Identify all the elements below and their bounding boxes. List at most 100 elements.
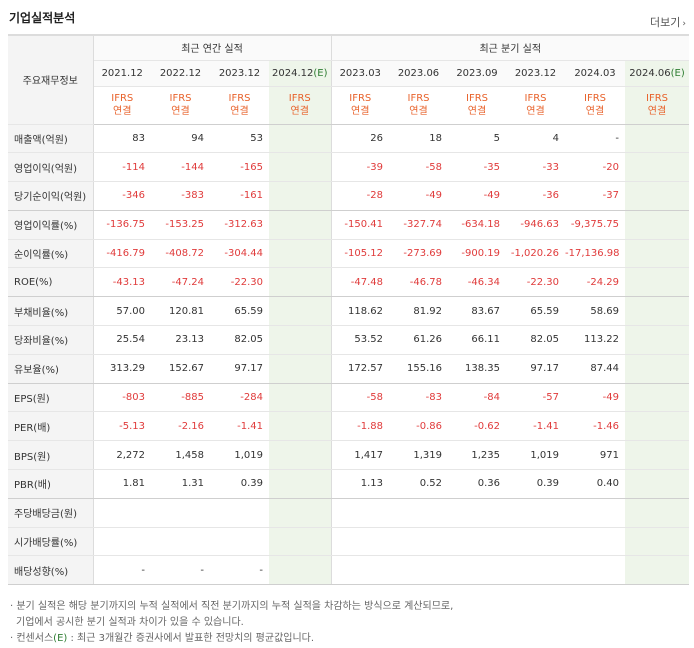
table-cell: [269, 181, 331, 211]
table-cell: -161: [210, 181, 269, 211]
table-cell: -17,136.98: [565, 239, 625, 269]
table-cell: [269, 354, 331, 384]
table-cell: [565, 555, 625, 586]
period-label: 2021.12: [101, 67, 143, 79]
table-cell: [625, 124, 689, 154]
table-cell: [448, 555, 506, 586]
consolidated-label: 연결: [230, 106, 249, 117]
table-cell: -35: [448, 152, 506, 183]
table-row: 유보율(%) 313.29 152.67 97.17 172.57 155.16 138.3…: [8, 354, 689, 384]
table-cell: -2.16: [151, 411, 210, 442]
more-link[interactable]: 더보기 ›: [650, 14, 686, 30]
row-label: PBR(배): [8, 469, 94, 499]
table-cell: [625, 383, 689, 413]
table-cell: [269, 469, 331, 499]
table-cell: -312.63: [210, 210, 269, 240]
table-cell: [625, 411, 689, 442]
table-cell: -: [151, 555, 210, 586]
consolidated-label: 연결: [351, 106, 370, 117]
table-row: 영업이익률(%) -136.75 -153.25 -312.63 -150.41 -327…: [8, 210, 689, 240]
table-row: 시가배당률(%): [8, 527, 689, 557]
table-cell: 87.44: [565, 354, 625, 384]
table-cell: [625, 239, 689, 269]
period-header: 2023.03: [330, 60, 389, 87]
table-cell: 82.05: [506, 325, 565, 355]
ifrs-basis: IFRS 연결: [506, 86, 565, 125]
table-cell: [269, 440, 331, 471]
table-cell: -946.63: [506, 210, 565, 240]
table-cell: -47.24: [151, 267, 210, 298]
table-cell: [389, 527, 448, 557]
table-row: 주당배당금(원): [8, 498, 689, 528]
table-cell: -: [565, 124, 625, 154]
row-label: 영업이익(억원): [8, 152, 94, 183]
table-cell: -150.41: [330, 210, 389, 240]
table-cell: 65.59: [210, 296, 269, 327]
period-header: 2024.06(E): [625, 60, 689, 87]
consolidated-label: 연결: [467, 106, 487, 117]
table-cell: 120.81: [151, 296, 210, 327]
table-cell: 0.39: [210, 469, 269, 499]
table-cell: 1.81: [93, 469, 151, 499]
table-cell: [625, 498, 689, 528]
table-cell: -136.75: [93, 210, 151, 240]
table-cell: -20: [565, 152, 625, 183]
table-cell: 82.05: [210, 325, 269, 355]
table-cell: [625, 469, 689, 499]
table-cell: 65.59: [506, 296, 565, 327]
row-label: 매출액(억원): [8, 124, 94, 154]
table-cell: -114: [93, 152, 151, 183]
table-row: EPS(원) -803 -885 -284 -58 -83 -84 -57 -49: [8, 383, 689, 413]
table-cell: [93, 498, 151, 528]
table-cell: [269, 152, 331, 183]
table-cell: 0.39: [506, 469, 565, 499]
table-cell: [625, 527, 689, 557]
table-cell: 4: [506, 124, 565, 154]
table-cell: 971: [565, 440, 625, 471]
table-cell: 97.17: [506, 354, 565, 384]
table-cell: -1,020.26: [506, 239, 565, 269]
table-cell: [389, 555, 448, 586]
footnotes: · 분기 실적은 해당 분기까지의 누적 실적에서 직전 분기까지의 누적 실적…: [10, 599, 453, 647]
table-cell: -84: [448, 383, 506, 413]
table-cell: -22.30: [210, 267, 269, 298]
period-label: 2023.12: [218, 67, 261, 79]
ifrs-basis: IFRS 연결: [269, 86, 331, 125]
table-cell: -634.18: [448, 210, 506, 240]
table-cell: [269, 411, 331, 442]
table-cell: [210, 498, 269, 528]
table-cell: 66.11: [448, 325, 506, 355]
table-cell: [448, 527, 506, 557]
table-cell: [506, 498, 565, 528]
table-row: 부채비율(%) 57.00 120.81 65.59 118.62 81.92 83.67 6…: [8, 296, 689, 327]
table-cell: 313.29: [93, 354, 151, 384]
note-quarter: · 분기 실적은 해당 분기까지의 누적 실적에서 직전 분기까지의 누적 실적…: [10, 601, 454, 612]
table-cell: -33: [506, 152, 565, 183]
table-cell: [389, 498, 448, 528]
table-cell: [269, 296, 331, 327]
table-cell: 0.36: [448, 469, 506, 499]
table-row: 배당성향(%) - - -: [8, 555, 689, 586]
table-cell: [330, 498, 389, 528]
table-cell: [625, 555, 689, 586]
table-cell: -408.72: [151, 239, 210, 269]
table-cell: -5.13: [93, 411, 151, 442]
table-cell: [269, 124, 331, 154]
table-cell: -153.25: [151, 210, 210, 240]
table-cell: 26: [330, 124, 389, 154]
ifrs-basis: IFRS 연결: [330, 86, 389, 125]
period-header: 2023.12: [506, 60, 565, 87]
table-cell: -: [93, 555, 151, 586]
table-cell: -803: [93, 383, 151, 413]
table-cell: [269, 383, 331, 413]
estimate-mark: (E): [313, 67, 328, 79]
table-cell: -304.44: [210, 239, 269, 269]
period-label: 2023.03: [339, 67, 381, 79]
row-label: PER(배): [8, 411, 94, 442]
table-cell: -43.13: [93, 267, 151, 298]
consolidated-label: 연결: [585, 106, 605, 117]
table-cell: 138.35: [448, 354, 506, 384]
table-cell: [625, 152, 689, 183]
table-row: 영업이익(억원) -114 -144 -165 -39 -58 -35 -33 -20: [8, 152, 689, 183]
table-cell: [625, 354, 689, 384]
